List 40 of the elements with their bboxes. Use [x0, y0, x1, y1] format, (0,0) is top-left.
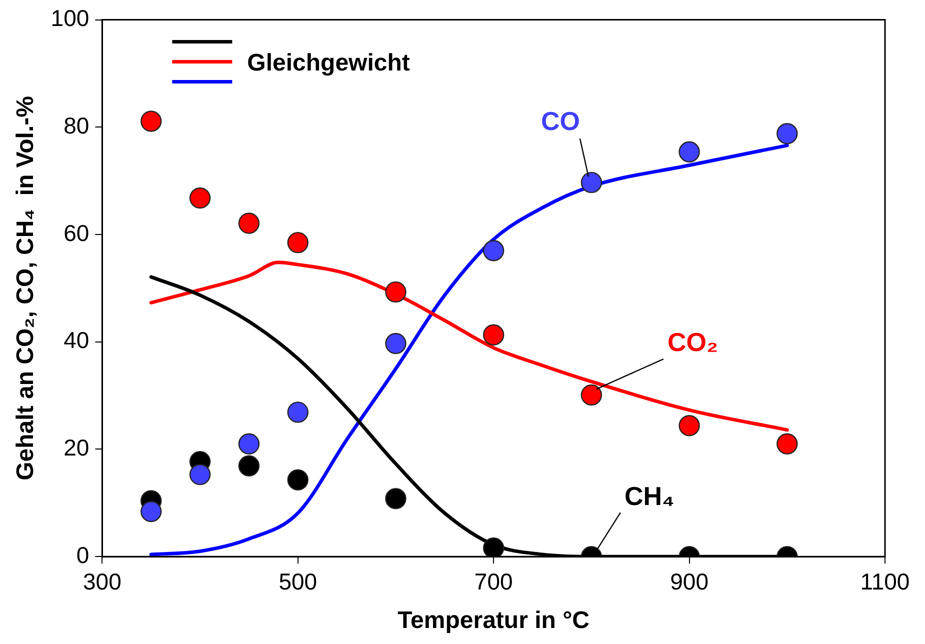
point	[238, 212, 260, 234]
point	[580, 172, 602, 194]
point	[776, 433, 798, 454]
point	[385, 332, 406, 354]
point	[287, 469, 308, 490]
text: CO₂	[667, 327, 718, 358]
point	[238, 455, 260, 476]
point	[189, 187, 211, 209]
point	[140, 500, 162, 522]
x-tick-label: 1100	[860, 568, 910, 595]
point	[287, 232, 308, 254]
y-tick-label: 40	[64, 327, 90, 354]
x-axis-title: Temperatur in °C	[398, 607, 590, 634]
y-tick-label: 20	[64, 434, 90, 461]
line-series	[149, 260, 789, 432]
point	[140, 110, 162, 132]
point	[678, 415, 700, 436]
point	[189, 464, 211, 486]
y-tick-label: 80	[64, 112, 90, 139]
point	[287, 402, 308, 423]
point	[580, 384, 602, 406]
y-tick-label: 100	[50, 5, 90, 32]
point	[678, 141, 700, 162]
series-label: CH₄	[624, 480, 674, 511]
point	[385, 488, 406, 510]
point	[385, 281, 406, 303]
point	[482, 240, 504, 262]
x-tick-label: 300	[82, 568, 122, 595]
y-axis-title: Gehalt an CO₂, CO, CH₄ in Vol.-%	[12, 96, 40, 480]
y-tick-label: 0	[76, 542, 90, 568]
y-tick-label: 60	[64, 220, 90, 246]
point	[482, 324, 504, 346]
x-tick-label: 500	[278, 568, 318, 595]
point	[776, 123, 798, 144]
point	[238, 433, 260, 454]
legend-label: Gleichgewicht	[247, 49, 410, 76]
point	[482, 537, 504, 557]
x-tick-label: 900	[670, 568, 708, 595]
x-tick-label: 700	[474, 568, 513, 595]
series-label: CO	[540, 106, 580, 136]
